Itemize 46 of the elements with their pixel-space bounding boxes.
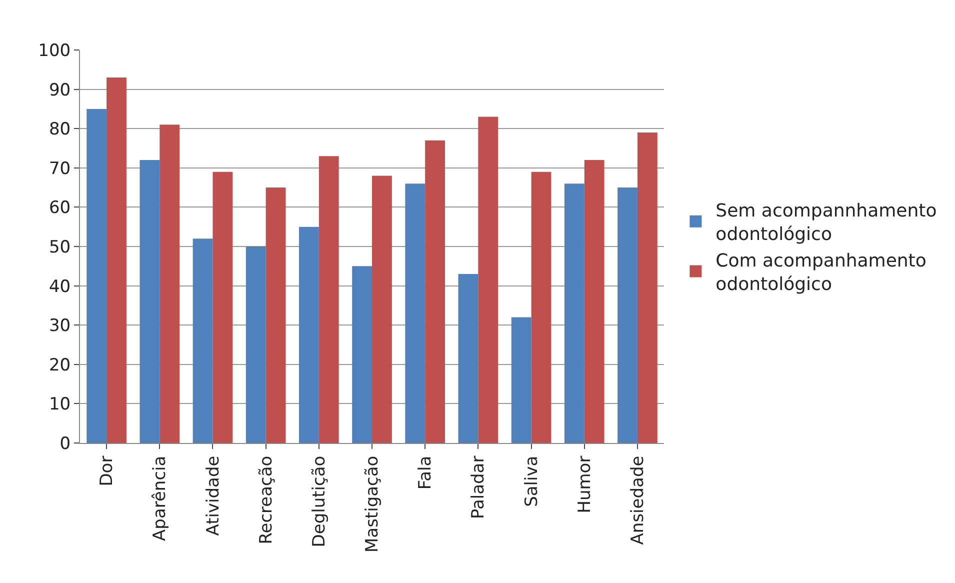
y-tick-label: 40	[48, 276, 71, 297]
y-tick-label: 100	[38, 40, 71, 61]
x-tick-label: Recreação	[256, 456, 276, 544]
bar	[192, 238, 213, 443]
bar	[299, 226, 319, 443]
bar	[637, 132, 658, 443]
y-tick-label: 50	[48, 237, 71, 258]
bar	[584, 160, 604, 443]
y-tick-label: 0	[60, 434, 71, 454]
bar	[425, 140, 445, 443]
x-tick-label: Humor	[574, 456, 595, 514]
bar	[246, 246, 266, 443]
x-tick-label: Atividade	[203, 456, 224, 536]
bar	[160, 124, 180, 443]
bar	[531, 172, 552, 443]
bar	[458, 274, 478, 443]
x-tick-label: Deglutição	[309, 456, 330, 548]
x-tick-label: Saliva	[522, 456, 542, 507]
y-tick-label: 60	[48, 198, 71, 218]
bar	[352, 266, 372, 443]
bar	[266, 188, 286, 443]
bar	[106, 78, 126, 443]
bar	[478, 116, 498, 443]
x-tick-label: Ansiedade	[628, 456, 648, 545]
bar	[140, 160, 160, 443]
y-tick-label: 80	[48, 120, 71, 140]
x-tick-label: Mastigação	[362, 456, 383, 553]
bar	[372, 176, 392, 443]
legend-label: Com acompanhamento odontológico	[716, 250, 926, 295]
legend-label: Sem acompannhamento odontológico	[716, 200, 937, 246]
y-tick-label: 30	[48, 316, 71, 336]
bar	[86, 108, 107, 443]
x-tick-label: Paladar	[468, 456, 489, 520]
y-tick-label: 10	[48, 394, 71, 415]
bar	[405, 184, 426, 443]
bar	[212, 172, 233, 443]
x-tick-label: Fala	[416, 456, 436, 490]
x-tick-label: Dor	[97, 456, 118, 486]
bar	[618, 188, 638, 443]
bar	[318, 156, 339, 443]
x-tick-label: Aparência	[150, 456, 170, 541]
y-tick-label: 20	[48, 355, 71, 376]
bar	[564, 184, 584, 443]
y-tick-label: 90	[48, 80, 71, 100]
bar	[511, 317, 532, 443]
y-tick-label: 70	[48, 158, 71, 179]
